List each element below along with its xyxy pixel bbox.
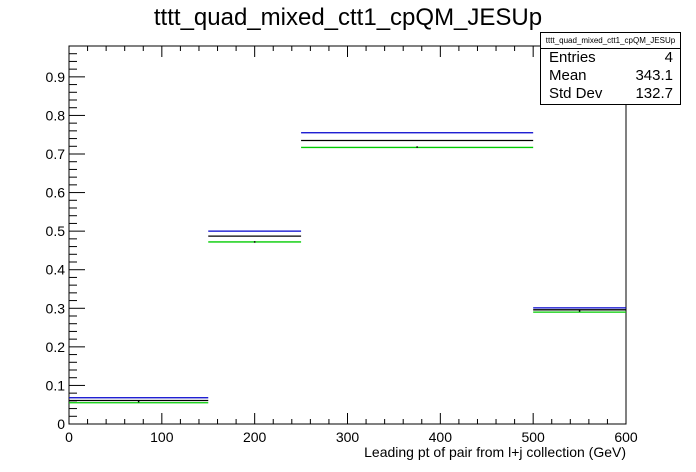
stats-row-stddev: Std Dev 132.7 — [541, 85, 680, 103]
chart-title: tttt_quad_mixed_ctt1_cpQM_JESUp — [153, 4, 543, 31]
x-tick-label: 400 — [429, 429, 453, 445]
x-tick-label: 600 — [614, 429, 638, 445]
entries-label: Entries — [549, 49, 596, 66]
entries-value: 4 — [664, 49, 673, 66]
stddev-label: Std Dev — [549, 85, 603, 102]
y-tick-label: 0.6 — [46, 185, 66, 201]
mean-value: 343.1 — [635, 67, 673, 84]
x-tick-label: 0 — [65, 429, 73, 445]
y-tick-label: 0.7 — [46, 146, 66, 162]
y-tick-label: 0.4 — [46, 262, 66, 278]
x-tick-label: 100 — [150, 429, 174, 445]
y-tick-label: 0.9 — [46, 69, 66, 85]
stats-title: tttt_quad_mixed_ctt1_cpQM_JESUp — [541, 33, 680, 49]
data-point — [578, 310, 581, 312]
x-axis-label: Leading pt of pair from l+j collection (… — [364, 444, 626, 460]
stats-row-mean: Mean 343.1 — [541, 67, 680, 85]
y-tick-label: 0.2 — [46, 339, 66, 355]
data-point — [253, 241, 256, 243]
histogram-marks — [69, 132, 626, 404]
x-tick-label: 500 — [521, 429, 545, 445]
data-point — [137, 400, 140, 403]
mean-label: Mean — [549, 67, 587, 84]
y-tick-label: 0.5 — [46, 223, 66, 239]
x-tick-label: 200 — [243, 429, 267, 445]
stats-row-entries: Entries 4 — [541, 49, 680, 67]
stddev-value: 132.7 — [635, 85, 673, 102]
y-tick-label: 0.8 — [46, 107, 66, 123]
axes-group: 0 100 200 300 400 500 600 0 0.1 0.2 0.3 0.4 0.5 0.6 0.… — [46, 45, 638, 445]
y-tick-label: 0.3 — [46, 300, 66, 316]
y-tick-label: 0 — [57, 416, 65, 432]
stats-box: tttt_quad_mixed_ctt1_cpQM_JESUp Entries … — [540, 32, 681, 105]
x-tick-label: 300 — [336, 429, 360, 445]
y-tick-label: 0.1 — [46, 377, 66, 393]
data-point — [416, 146, 418, 148]
